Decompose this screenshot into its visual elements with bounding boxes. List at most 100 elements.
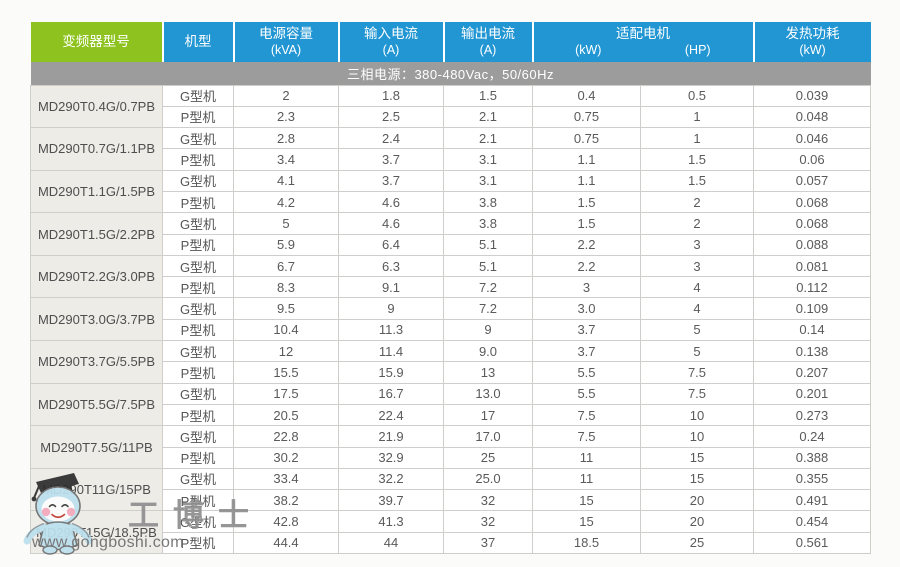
value-cell: 42.8 — [233, 510, 339, 533]
value-cell: 3 — [640, 233, 754, 256]
value-cell: 15 — [532, 489, 641, 512]
value-cell: 2.1 — [443, 127, 533, 150]
value-cell: 2.2 — [532, 233, 641, 256]
value-cell: 6.3 — [338, 254, 444, 278]
value-cell: 15 — [640, 446, 754, 469]
model-cell: MD290T3.0G/3.7PB — [30, 297, 163, 342]
value-cell: 5.5 — [532, 382, 641, 405]
value-cell: 41.3 — [338, 510, 444, 533]
power-supply-band-text: 三相电源：380-480Vac，50/60Hz — [30, 62, 871, 85]
value-cell: 3.7 — [532, 340, 641, 363]
value-cell: 0.068 — [753, 212, 871, 235]
col-header-type-label: 机型 — [184, 33, 212, 49]
model-cell: MD290T0.7G/1.1PB — [30, 127, 163, 171]
power-supply-band: 三相电源：380-480Vac，50/60Hz — [30, 62, 871, 85]
value-cell: 21.9 — [338, 425, 444, 448]
col-header-type: 机型 — [161, 22, 234, 62]
value-cell: 3.7 — [532, 318, 641, 342]
spec-table-container: 变频器型号 机型 电源容量 (kVA) 输入电流 (A) 输出电流 (A) — [30, 22, 871, 555]
table-row: MD290T0.7G/1.1PB G型机 2.8 2.4 2.1 0.75 1 0.046 — [30, 127, 871, 171]
table-row: P型机 5.9 6.4 5.1 2.2 3 0.088 — [31, 233, 871, 256]
value-cell: 0.046 — [753, 127, 871, 150]
machine-type-cell: G型机 — [162, 425, 234, 448]
machine-type-cell: G型机 — [162, 84, 234, 107]
value-cell: 3 — [640, 254, 754, 278]
value-cell: 8.3 — [233, 276, 339, 299]
table-body: MD290T0.4G/0.7PB G型机 2 1.8 1.5 0.4 0.5 0.039 P型机… — [30, 84, 871, 555]
model-cell: MD290T2.2G/3.0PB — [30, 254, 163, 299]
table-row: P型机 2.3 2.5 2.1 0.75 1 0.048 — [31, 105, 871, 129]
value-cell: 2.2 — [532, 254, 641, 278]
value-cell: 1.5 — [640, 148, 754, 171]
value-cell: 5.1 — [443, 254, 533, 278]
value-cell: 10 — [640, 425, 754, 448]
value-cell: 15.5 — [233, 361, 339, 384]
value-cell: 1.8 — [338, 84, 444, 107]
value-cell: 6.7 — [233, 254, 339, 278]
table-row: MD290T7.5G/11PB G型机 22.8 21.9 17.0 7.5 10 0.24 — [30, 425, 871, 469]
value-cell: 17.0 — [443, 425, 533, 448]
table-row: P型机 8.3 9.1 7.2 3 4 0.112 — [31, 276, 871, 299]
model-cell: MD290T1.5G/2.2PB — [30, 212, 163, 256]
value-cell: 0.039 — [753, 84, 871, 107]
value-cell: 4.2 — [233, 190, 339, 214]
value-cell: 6.4 — [338, 233, 444, 256]
col-header-input-current: 输入电流 (A) — [337, 22, 444, 62]
header-row: 变频器型号 机型 电源容量 (kVA) 输入电流 (A) 输出电流 (A) — [30, 22, 871, 62]
value-cell: 0.454 — [753, 510, 871, 533]
value-cell: 0.06 — [753, 148, 871, 171]
heat-loss-unit: (kW) — [799, 42, 826, 57]
machine-type-cell: G型机 — [162, 510, 234, 533]
table-row: MD290T1.5G/2.2PB G型机 5 4.6 3.8 1.5 2 0.068 — [30, 212, 871, 256]
value-cell: 2 — [640, 190, 754, 214]
heat-loss-title: 发热功耗 — [785, 25, 840, 41]
value-cell: 4.1 — [233, 169, 339, 192]
output-current-title: 输出电流 — [461, 25, 515, 41]
machine-type-cell: P型机 — [162, 489, 234, 512]
value-cell: 25.0 — [443, 467, 533, 491]
value-cell: 3 — [532, 276, 641, 299]
value-cell: 7.2 — [443, 297, 533, 320]
value-cell: 1.5 — [640, 169, 754, 192]
value-cell: 0.057 — [753, 169, 871, 192]
value-cell: 3.8 — [443, 190, 533, 214]
value-cell: 11.3 — [338, 318, 444, 342]
value-cell: 0.388 — [753, 446, 871, 469]
table-row: P型机 44.4 44 37 18.5 25 0.561 — [31, 531, 871, 555]
output-current-unit: (A) — [479, 42, 497, 57]
value-cell: 15 — [640, 467, 754, 491]
input-current-title: 输入电流 — [364, 25, 418, 41]
value-cell: 20.5 — [233, 403, 339, 427]
table-row: MD290T2.2G/3.0PB G型机 6.7 6.3 5.1 2.2 3 0.081 — [30, 254, 871, 299]
value-cell: 32.2 — [338, 467, 444, 491]
table-row: MD290T5.5G/7.5PB G型机 17.5 16.7 13.0 5.5 7.5 0.2… — [30, 382, 871, 427]
value-cell: 15 — [532, 510, 641, 533]
value-cell: 3.0 — [532, 297, 641, 320]
col-header-power-capacity: 电源容量 (kVA) — [232, 22, 339, 62]
value-cell: 7.5 — [640, 382, 754, 405]
adapted-motor-hp-unit: (HP) — [684, 42, 711, 57]
table-row: P型机 20.5 22.4 17 7.5 10 0.273 — [31, 403, 871, 427]
machine-type-cell: P型机 — [162, 531, 234, 555]
value-cell: 1.1 — [532, 169, 641, 192]
machine-type-cell: P型机 — [162, 190, 234, 214]
table-row: MD290T3.7G/5.5PB G型机 12 11.4 9.0 3.7 5 0.138 — [30, 340, 871, 384]
value-cell: 7.2 — [443, 276, 533, 299]
machine-type-cell: P型机 — [162, 148, 234, 171]
value-cell: 11 — [532, 467, 641, 491]
machine-type-cell: P型机 — [162, 403, 234, 427]
model-cell: MD290T5.5G/7.5PB — [30, 382, 163, 427]
value-cell: 9 — [338, 297, 444, 320]
machine-type-cell: P型机 — [162, 446, 234, 469]
model-cell: MD290T3.7G/5.5PB — [30, 340, 163, 384]
value-cell: 30.2 — [233, 446, 339, 469]
table-row: MD290T11G/15PB G型机 33.4 32.2 25.0 11 15 0.355 — [30, 467, 871, 512]
value-cell: 18.5 — [532, 531, 641, 555]
col-header-heat-loss: 发热功耗 (kW) — [752, 22, 871, 62]
value-cell: 17.5 — [233, 382, 339, 405]
machine-type-cell: P型机 — [162, 276, 234, 299]
value-cell: 3.7 — [338, 169, 444, 192]
value-cell: 1 — [640, 127, 754, 150]
value-cell: 44.4 — [233, 531, 339, 555]
value-cell: 4.6 — [338, 190, 444, 214]
